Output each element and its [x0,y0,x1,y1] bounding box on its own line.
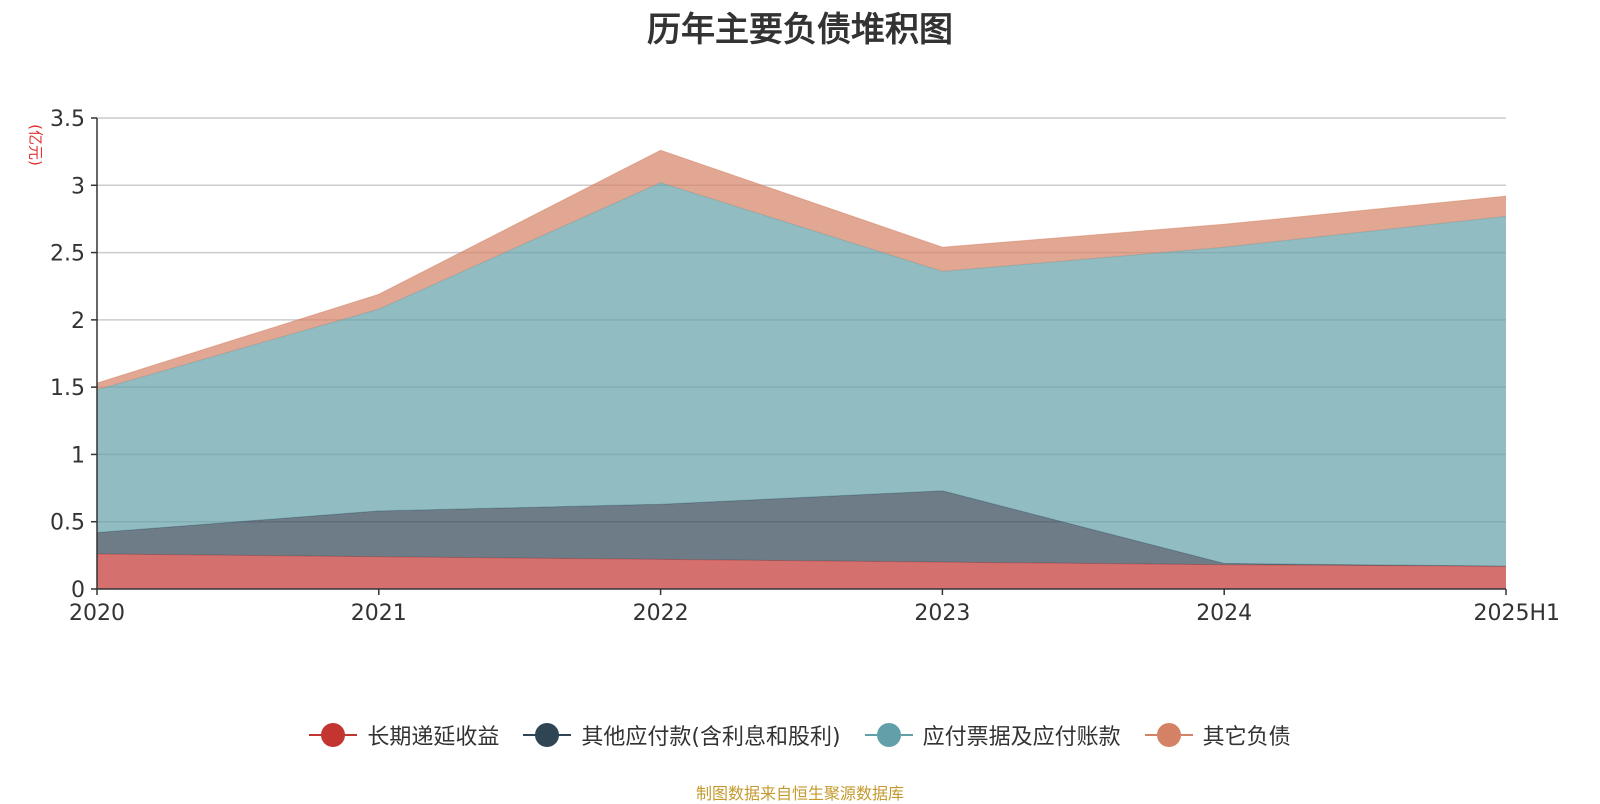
legend-label: 长期递延收益 [367,725,500,750]
legend-label: 其他应付款(含利息和股利) [581,725,841,750]
y-tick-label: 1.5 [50,376,85,401]
x-tick-label: 2021 [351,601,407,626]
x-tick-label: 2020 [69,601,125,626]
y-tick-label: 1 [71,443,85,468]
legend-label: 应付票据及应付账款 [922,725,1121,750]
y-tick-label: 0.5 [50,511,85,536]
y-tick-label: 2.5 [50,242,85,267]
legend-item-3[interactable]: 其它负债 [1144,719,1291,751]
legend-marker-icon [864,723,913,747]
chart-title: 历年主要负债堆积图 [647,10,953,50]
y-tick-label: 3.5 [50,107,85,132]
y-tick-label: 2 [71,309,85,334]
area-series-0 [97,554,1506,589]
legend-label: 其它负债 [1202,725,1291,750]
area-series-2 [97,182,1506,567]
legend-marker-icon [523,723,572,747]
legend-marker-icon [309,723,358,747]
legend-item-1[interactable]: 其他应付款(含利息和股利) [523,719,841,751]
y-tick-label: 3 [71,174,85,199]
legend-marker-icon [1144,723,1193,747]
y-tick-label: 0 [71,578,85,603]
x-tick-label: 2024 [1196,601,1252,626]
axes: 0 0.5 1 1.5 2 2.5 3 3.5 2020 2021 2022 2023 2024 2025… [50,107,1560,626]
area-layer [96,149,1507,589]
legend-item-2[interactable]: 应付票据及应付账款 [864,719,1121,751]
area-edge-3 [96,149,1507,384]
legend: 长期递延收益 其他应付款(含利息和股利) 应付票据及应付账款 其它负债 [0,718,1600,752]
legend-item-0[interactable]: 长期递延收益 [309,719,499,751]
x-tick-label: 2023 [914,601,970,626]
data-source-note: 制图数据来自恒生聚源数据库 [695,784,904,803]
x-tick-label: 2022 [633,601,689,626]
x-tick-label: 2025H1 [1473,601,1560,626]
